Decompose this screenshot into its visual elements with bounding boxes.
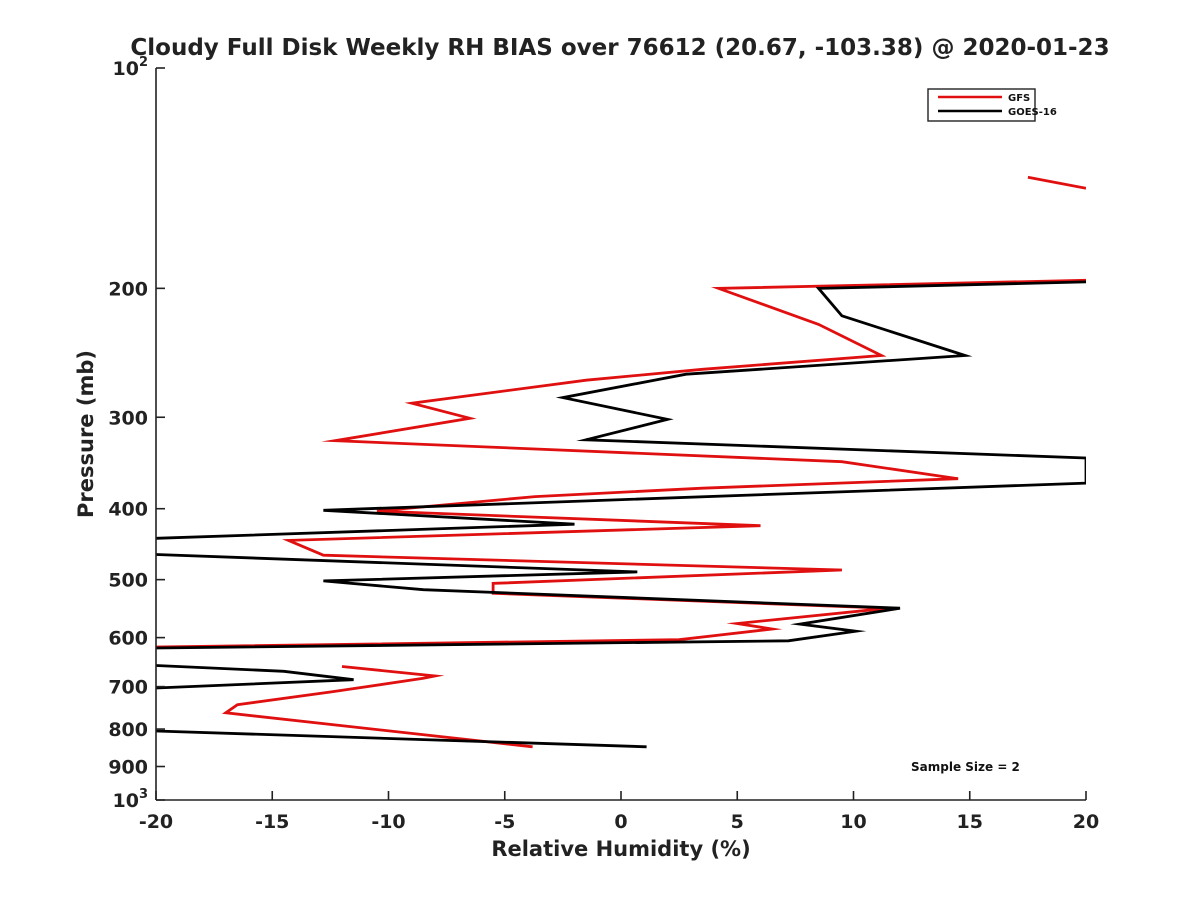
x-axis-label: Relative Humidity (%) <box>491 837 750 861</box>
series-line-goes16-1 <box>156 280 1086 540</box>
x-tick-label: -10 <box>371 811 405 833</box>
x-tick-label: -20 <box>139 811 173 833</box>
series-line-goes16-4 <box>156 729 647 749</box>
x-tick-label: -5 <box>494 811 515 833</box>
x-tick-label: 15 <box>957 811 983 833</box>
y-tick-label: 300 <box>108 407 148 429</box>
x-tick-label: 5 <box>731 811 744 833</box>
x-tick-label: 0 <box>614 811 627 833</box>
x-ticks: -20 -15 -10 -5 0 5 10 15 20 <box>139 791 1099 833</box>
y-tick-label: 900 <box>108 757 148 779</box>
y-tick-label: 500 <box>108 570 148 592</box>
plot-area: -20 -15 -10 -5 0 5 10 15 20 102 200 300 400 500 600 70… <box>108 55 1099 833</box>
legend: GFS GOES-16 <box>927 88 1057 122</box>
y-tick-label: 102 <box>113 55 149 80</box>
chart-title: Cloudy Full Disk Weekly RH BIAS over 766… <box>130 35 1109 61</box>
sample-size-annotation: Sample Size = 2 <box>911 760 1020 774</box>
y-tick-label: 103 <box>113 787 149 812</box>
y-axis-label: Pressure (mb) <box>74 350 98 518</box>
x-tick-label: -15 <box>255 811 289 833</box>
y-tick-label: 400 <box>108 499 148 521</box>
series-layer <box>156 175 1086 749</box>
y-tick-label: 600 <box>108 628 148 650</box>
series-line-gfs-1 <box>1027 175 1086 190</box>
y-tick-label: 800 <box>108 719 148 741</box>
y-tick-label: 700 <box>108 677 148 699</box>
y-ticks: 102 200 300 400 500 600 700 800 900 103 <box>108 55 165 812</box>
legend-label-goes16: GOES-16 <box>1008 107 1057 118</box>
series-line-goes16-3 <box>156 664 354 690</box>
legend-label-gfs: GFS <box>1008 93 1030 104</box>
series-line-gfs-3 <box>221 665 533 749</box>
x-tick-label: 10 <box>840 811 866 833</box>
legend-box <box>927 88 1036 122</box>
x-tick-label: 20 <box>1073 811 1099 833</box>
series-line-goes16-2 <box>156 553 901 650</box>
y-tick-label: 200 <box>108 278 148 300</box>
